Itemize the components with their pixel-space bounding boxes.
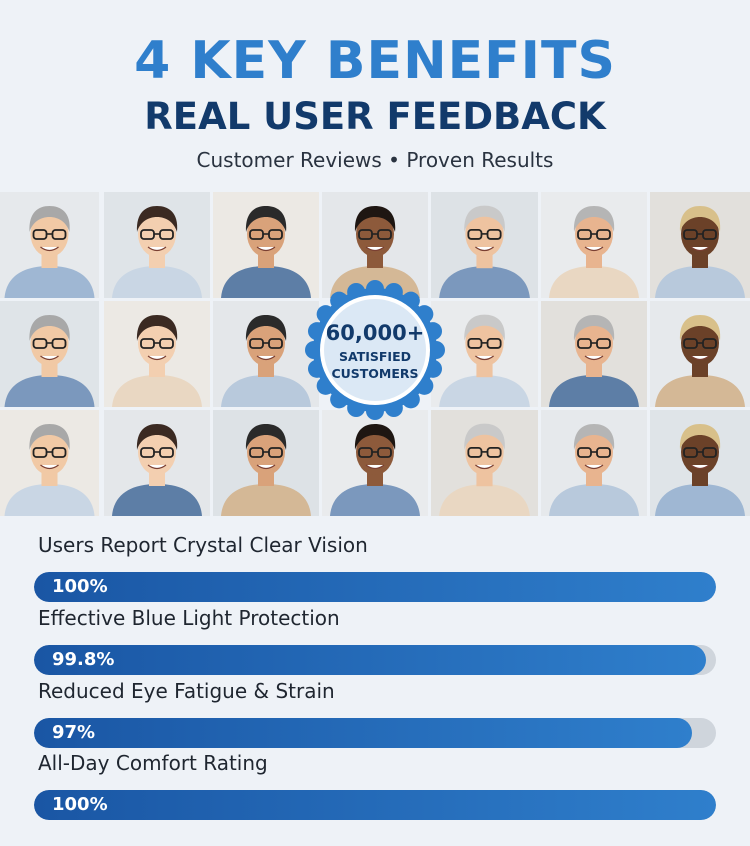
person-icon [541,301,647,407]
stat-clear-vision: Users Report Crystal Clear Vision 100% [0,530,750,602]
stat-percent: 100% [52,576,108,597]
stat-comfort: All-Day Comfort Rating 100% [0,748,750,820]
badge-seal-icon [305,280,445,420]
progress-track: 99.8% [34,645,716,675]
stat-percent: 99.8% [52,649,115,670]
customer-portrait [0,301,99,407]
customer-portrait [541,192,647,298]
person-icon [104,410,210,516]
customer-portrait [104,301,210,407]
stat-blue-light: Effective Blue Light Protection 99.8% [0,603,750,675]
progress-fill [34,572,716,602]
progress-fill [34,645,706,675]
satisfied-customers-badge: 60,000+ SATISFIED CUSTOMERS [305,280,445,420]
person-icon [322,410,428,516]
person-icon [104,301,210,407]
person-icon [650,410,750,516]
customer-portrait [541,410,647,516]
person-icon [0,410,99,516]
stat-percent: 97% [52,722,96,743]
stat-percent: 100% [52,794,108,815]
progress-track: 97% [34,718,716,748]
subheadline: REAL USER FEEDBACK [144,95,606,138]
customer-portrait [104,410,210,516]
header: 4 KEY BENEFITS REAL USER FEEDBACK Custom… [0,0,750,190]
customer-portrait [650,301,750,407]
customer-portrait [213,301,319,407]
person-icon [431,192,538,298]
progress-fill [34,718,693,748]
person-icon [0,192,99,298]
person-icon [213,410,319,516]
person-icon [650,301,750,407]
stat-label: All-Day Comfort Rating [38,751,268,775]
customer-portrait [104,192,210,298]
customer-portrait [322,410,428,516]
customer-portrait [650,410,750,516]
person-icon [431,410,538,516]
person-icon [213,301,319,407]
person-icon [541,192,647,298]
person-icon [541,410,647,516]
customer-portrait [0,410,99,516]
progress-track: 100% [34,790,716,820]
person-icon [213,192,319,298]
person-icon [104,192,210,298]
stat-label: Effective Blue Light Protection [38,606,340,630]
tagline: Customer Reviews • Proven Results [196,148,554,172]
customer-portrait [431,301,538,407]
stat-label: Users Report Crystal Clear Vision [38,533,368,557]
progress-track: 100% [34,572,716,602]
stat-eye-fatigue: Reduced Eye Fatigue & Strain 97% [0,676,750,748]
person-icon [0,301,99,407]
customer-portrait [541,301,647,407]
headline: 4 KEY BENEFITS [134,31,616,91]
customer-portrait [213,192,319,298]
customer-portrait-grid [0,192,750,517]
customer-portrait [431,192,538,298]
stat-label: Reduced Eye Fatigue & Strain [38,679,335,703]
customer-portrait [431,410,538,516]
customer-portrait [213,410,319,516]
progress-fill [34,790,716,820]
customer-portrait [0,192,99,298]
badge-count: 60,000+ [325,321,425,345]
person-icon [431,301,538,407]
person-icon [650,192,750,298]
badge-label: SATISFIED CUSTOMERS [331,349,419,381]
customer-portrait [650,192,750,298]
